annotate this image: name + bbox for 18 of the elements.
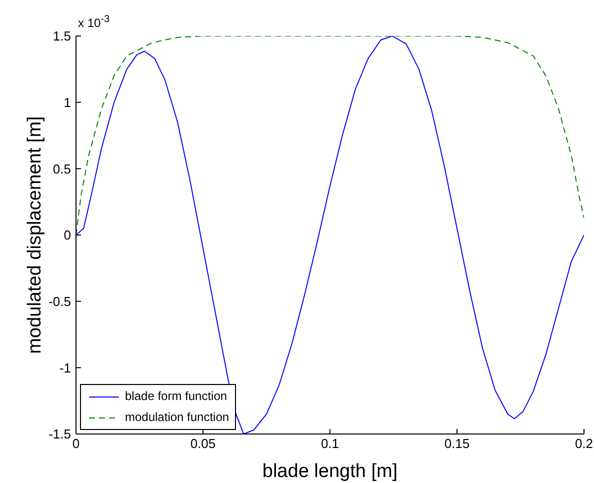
line-series <box>76 36 584 236</box>
y-axis-title: modulated displacement [m] <box>24 116 46 354</box>
line-series <box>76 36 584 434</box>
y-tick-label: 1.5 <box>52 28 71 44</box>
x-axis-title: blade length [m] <box>262 461 398 482</box>
y-tick-label: 0 <box>64 228 71 243</box>
y-tick-label: -1 <box>59 360 71 376</box>
y-tick-label: 1 <box>64 94 71 110</box>
legend-label: blade form function <box>125 388 228 405</box>
x-tick-label: 0.2 <box>574 436 594 452</box>
x-tick-label: 0.05 <box>190 436 216 452</box>
legend-label: modulation function <box>125 409 230 426</box>
y-tick-label: 0.5 <box>52 161 71 176</box>
x-tick-label: 0.15 <box>444 436 470 452</box>
x-tick-label: 0.1 <box>320 436 340 452</box>
y-tick-label: -0.5 <box>48 294 71 309</box>
y-tick-label: -1.5 <box>48 426 71 442</box>
text: x 10$^{-3}$ <box>78 14 110 30</box>
